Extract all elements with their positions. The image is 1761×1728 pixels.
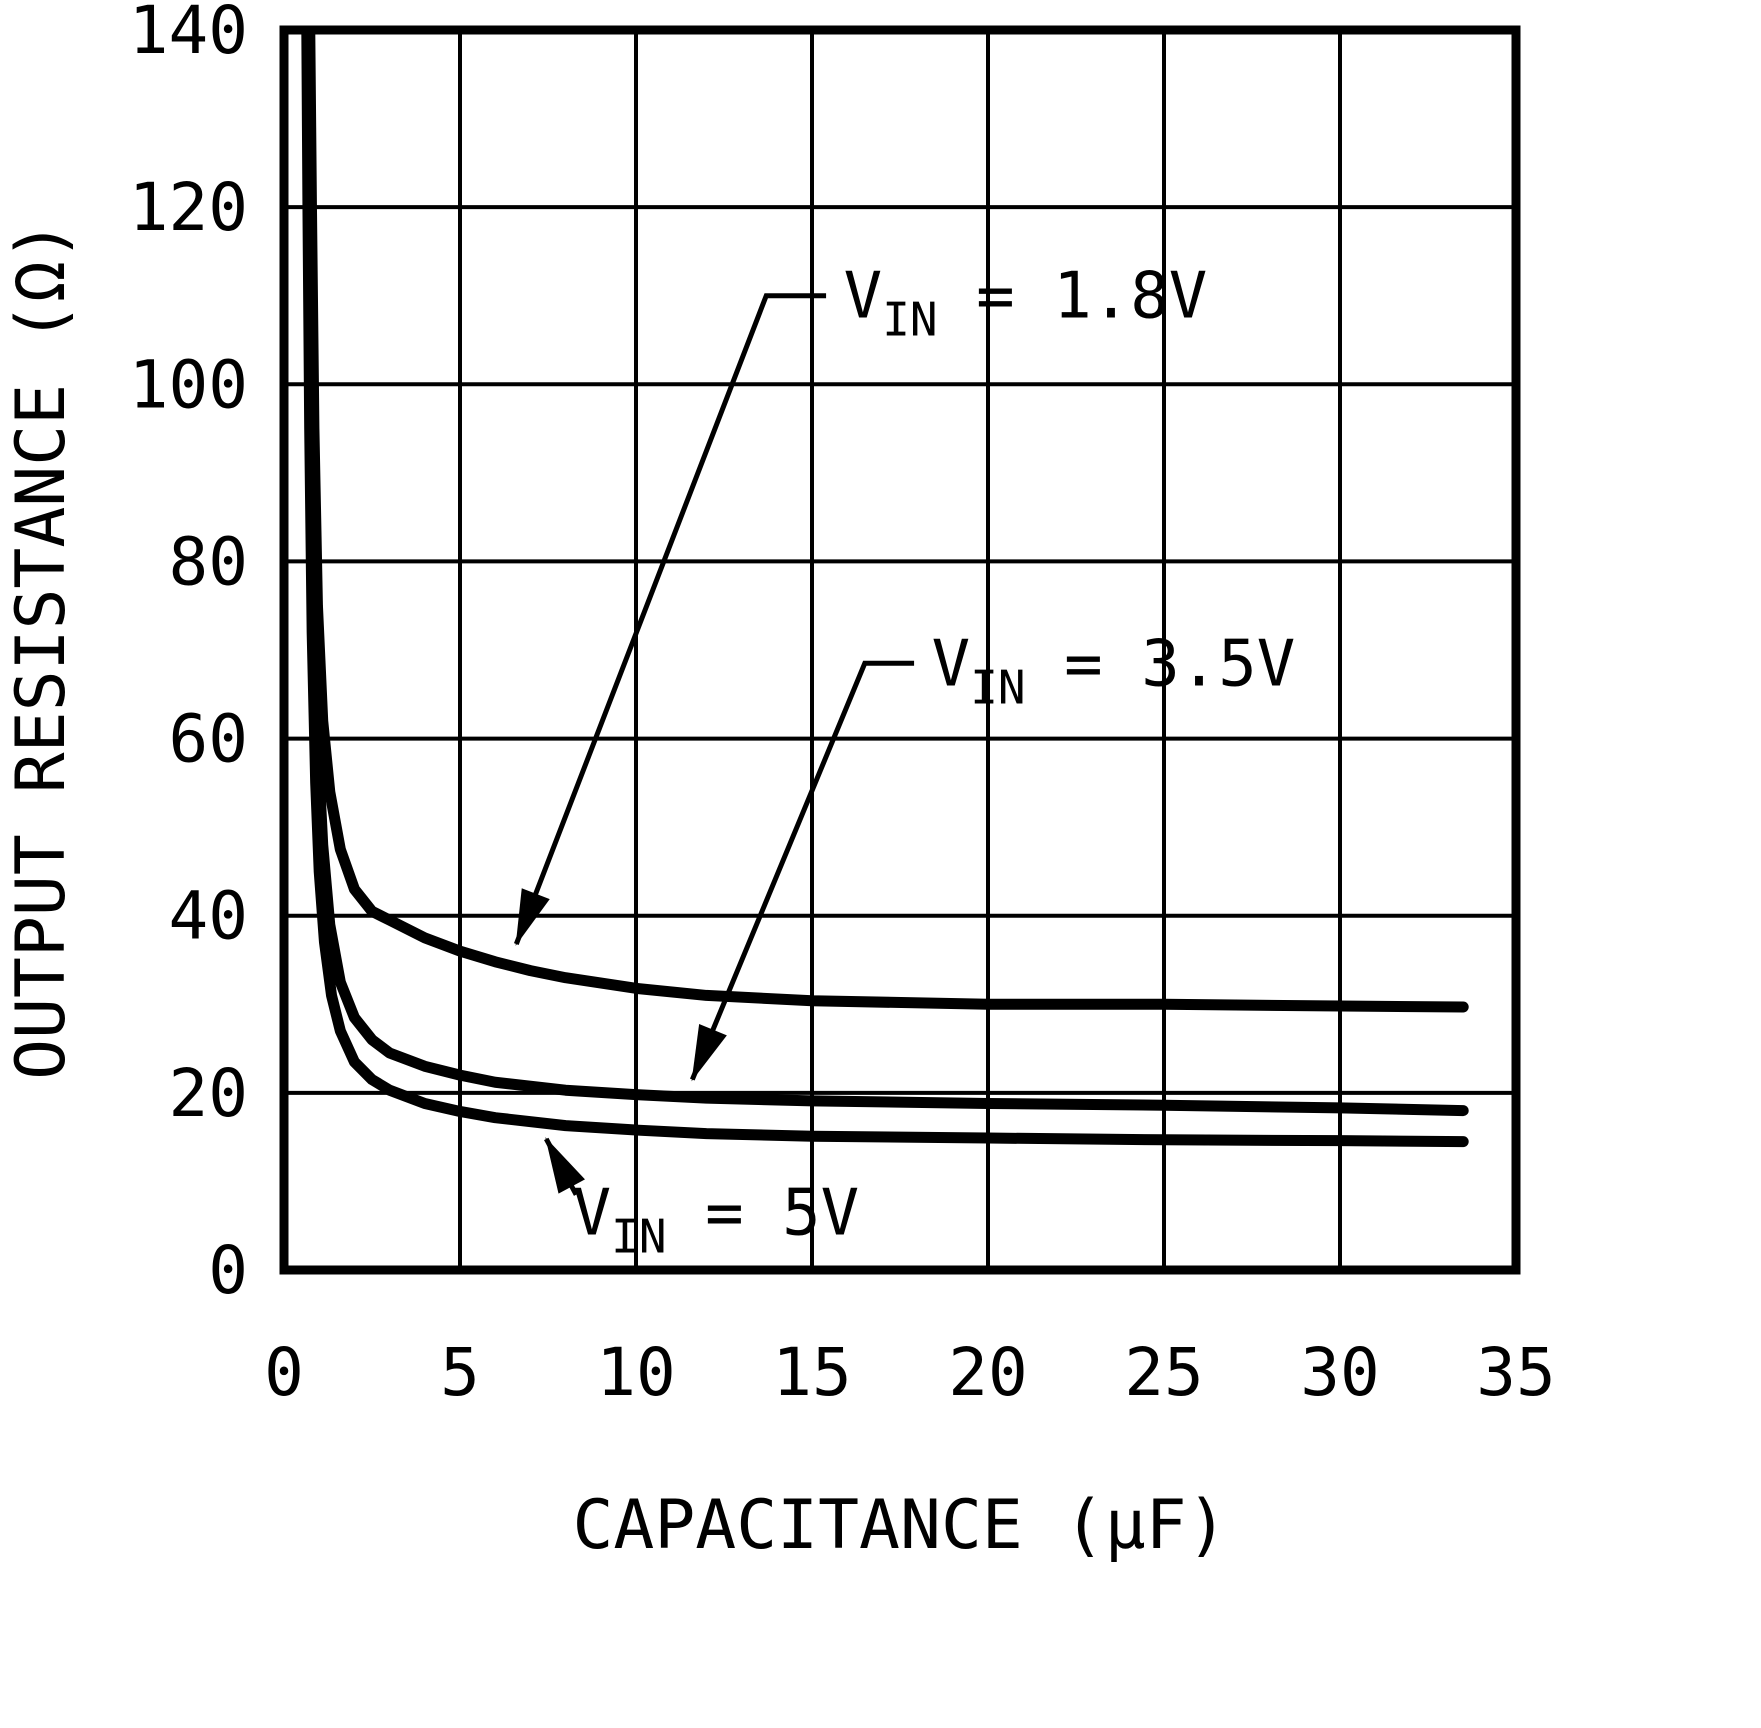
y-tick-label: 100 [129, 346, 248, 423]
x-axis-label: CAPACITANCE (µF) [572, 1486, 1227, 1565]
curve-vin-5v [301, 30, 1469, 1148]
curve-vin-3.5v [302, 30, 1469, 1117]
x-tick-label: 35 [1476, 1334, 1555, 1411]
y-tick-label: 120 [129, 169, 248, 246]
x-tick-label: 15 [772, 1334, 851, 1411]
curve-vin-1.8v [304, 30, 1469, 1013]
annotation-leader [513, 293, 827, 946]
chart-generated: 0 5 10 15 20 25 30 35 0 20 40 60 80 100 120 140 VIN = 1.… [129, 0, 1556, 1411]
y-tick-label: 0 [208, 1232, 248, 1309]
y-tick-label: 140 [129, 0, 248, 69]
x-tick-label: 20 [948, 1334, 1027, 1411]
series-curves [301, 30, 1469, 1148]
grid [284, 30, 1516, 1270]
x-tick-label: 5 [440, 1334, 480, 1411]
x-tick-label: 10 [596, 1334, 675, 1411]
y-axis-label: OUTPUT RESISTANCE (Ω) [2, 220, 81, 1080]
annotation-leader [690, 660, 915, 1082]
annotation-leader [544, 1137, 585, 1196]
annotation-label: VIN = 3.5V [932, 627, 1296, 714]
x-tick-label: 25 [1124, 1334, 1203, 1411]
x-tick-label: 0 [264, 1334, 304, 1411]
y-tick-label: 40 [169, 878, 248, 955]
x-tick-label: 30 [1300, 1334, 1379, 1411]
plot-border [279, 25, 1521, 1275]
y-tick-label: 60 [169, 701, 248, 778]
y-tick-label: 80 [169, 523, 248, 600]
annotation-label: VIN = 5V [573, 1176, 860, 1263]
y-tick-label: 20 [169, 1055, 248, 1132]
annotation-label: VIN = 1.8V [844, 260, 1208, 347]
